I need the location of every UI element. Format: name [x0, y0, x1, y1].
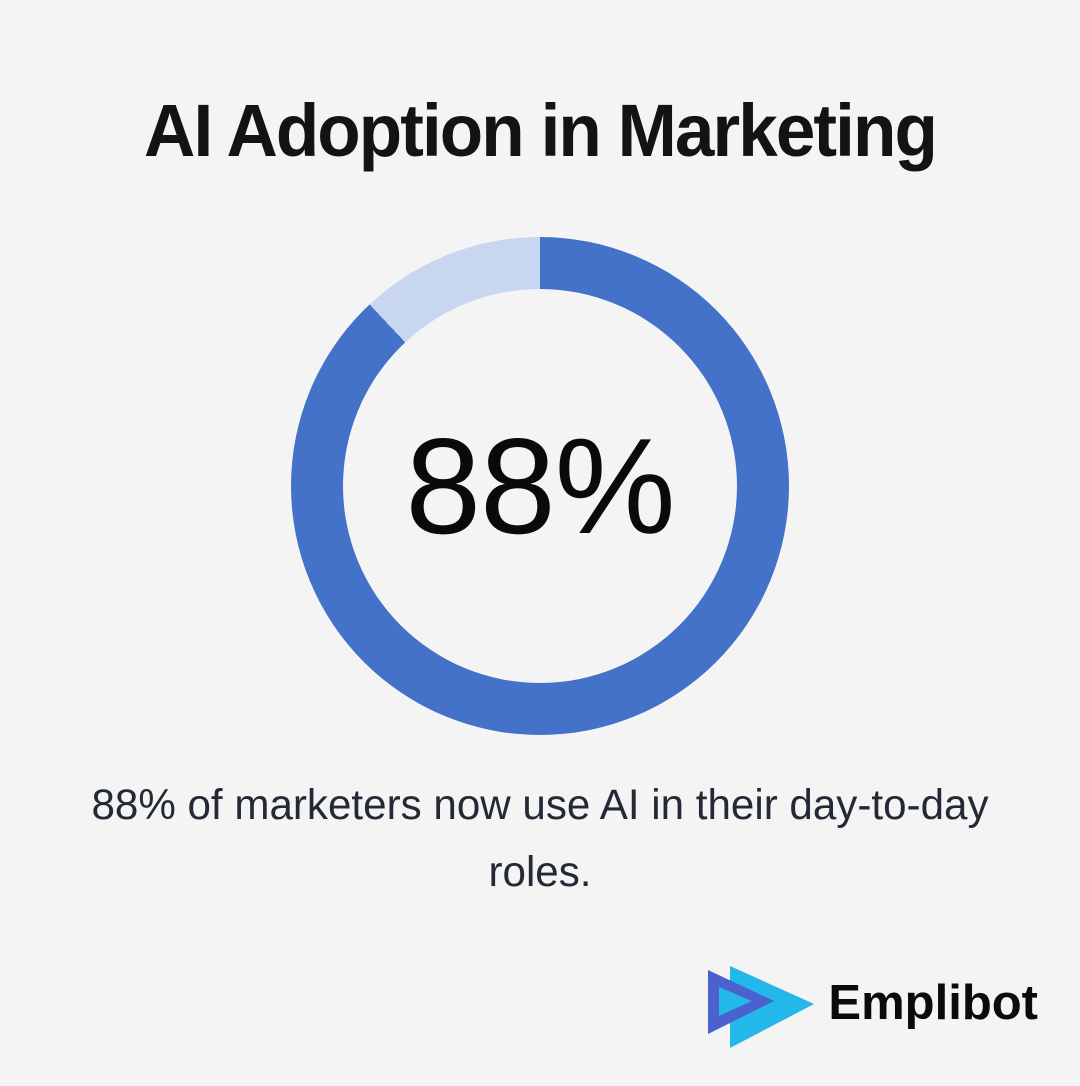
donut-hole: 88%: [343, 289, 737, 683]
logo-inner-triangle: [719, 987, 753, 1016]
brand-logo: Emplibot: [704, 962, 1038, 1050]
donut-center-value: 88%: [405, 410, 675, 562]
donut-chart: 88%: [291, 237, 789, 735]
brand-logo-text: Emplibot: [828, 975, 1038, 1030]
logo-back-triangle: [730, 966, 815, 1048]
page-title: AI Adoption in Marketing: [144, 89, 938, 172]
chart-caption: 88% of marketers now use AI in their day…: [91, 781, 989, 896]
emplibot-play-icon: [708, 966, 815, 1048]
